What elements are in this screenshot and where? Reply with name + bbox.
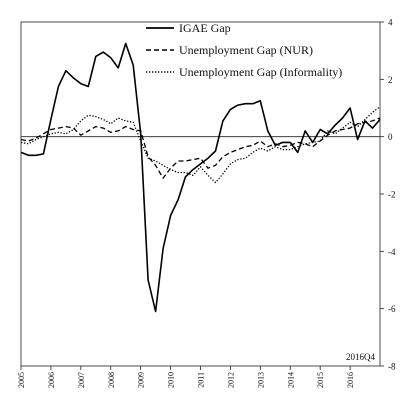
y-axis: 4 2 0 -2 -4 -6 -8: [380, 18, 396, 372]
y-tick-label: 0: [388, 132, 393, 142]
y-tick-label: -8: [388, 362, 396, 372]
y-tick-label: 2: [388, 75, 393, 85]
x-tick-label: 2011: [197, 372, 206, 388]
y-tick-label: 4: [388, 18, 393, 28]
y-tick-label: -6: [388, 304, 396, 314]
y-tick-label: -4: [388, 247, 396, 257]
x-tick-label: 2012: [226, 372, 235, 388]
legend-label: Unemployment Gap (Informality): [179, 65, 342, 79]
x-tick-label: 2013: [256, 372, 265, 388]
legend-label: Unemployment Gap (NUR): [179, 43, 313, 57]
series-line: [20, 106, 381, 184]
annotation-label: 2016Q4: [346, 352, 375, 362]
x-tick-label: 2010: [167, 372, 176, 388]
series-line: [20, 42, 381, 313]
x-tick-label: 2006: [47, 372, 56, 388]
x-tick-label: 2005: [17, 372, 26, 388]
x-tick-label: 2016: [346, 372, 355, 388]
x-tick-label: 2015: [316, 372, 325, 388]
legend: IGAE Gap Unemployment Gap (NUR) Unemployme…: [146, 21, 342, 79]
x-tick-label: 2014: [286, 372, 295, 388]
x-axis: 2005 2006 2007 2008 2009 2010 2011 2012 2013 2014…: [17, 366, 355, 388]
series-layer: [20, 42, 381, 313]
x-tick-label: 2008: [107, 372, 116, 388]
x-tick-label: 2009: [137, 372, 146, 388]
series-line: [20, 117, 381, 179]
x-tick-label: 2007: [77, 372, 86, 388]
legend-label: IGAE Gap: [179, 21, 231, 35]
y-tick-label: -2: [388, 190, 396, 200]
